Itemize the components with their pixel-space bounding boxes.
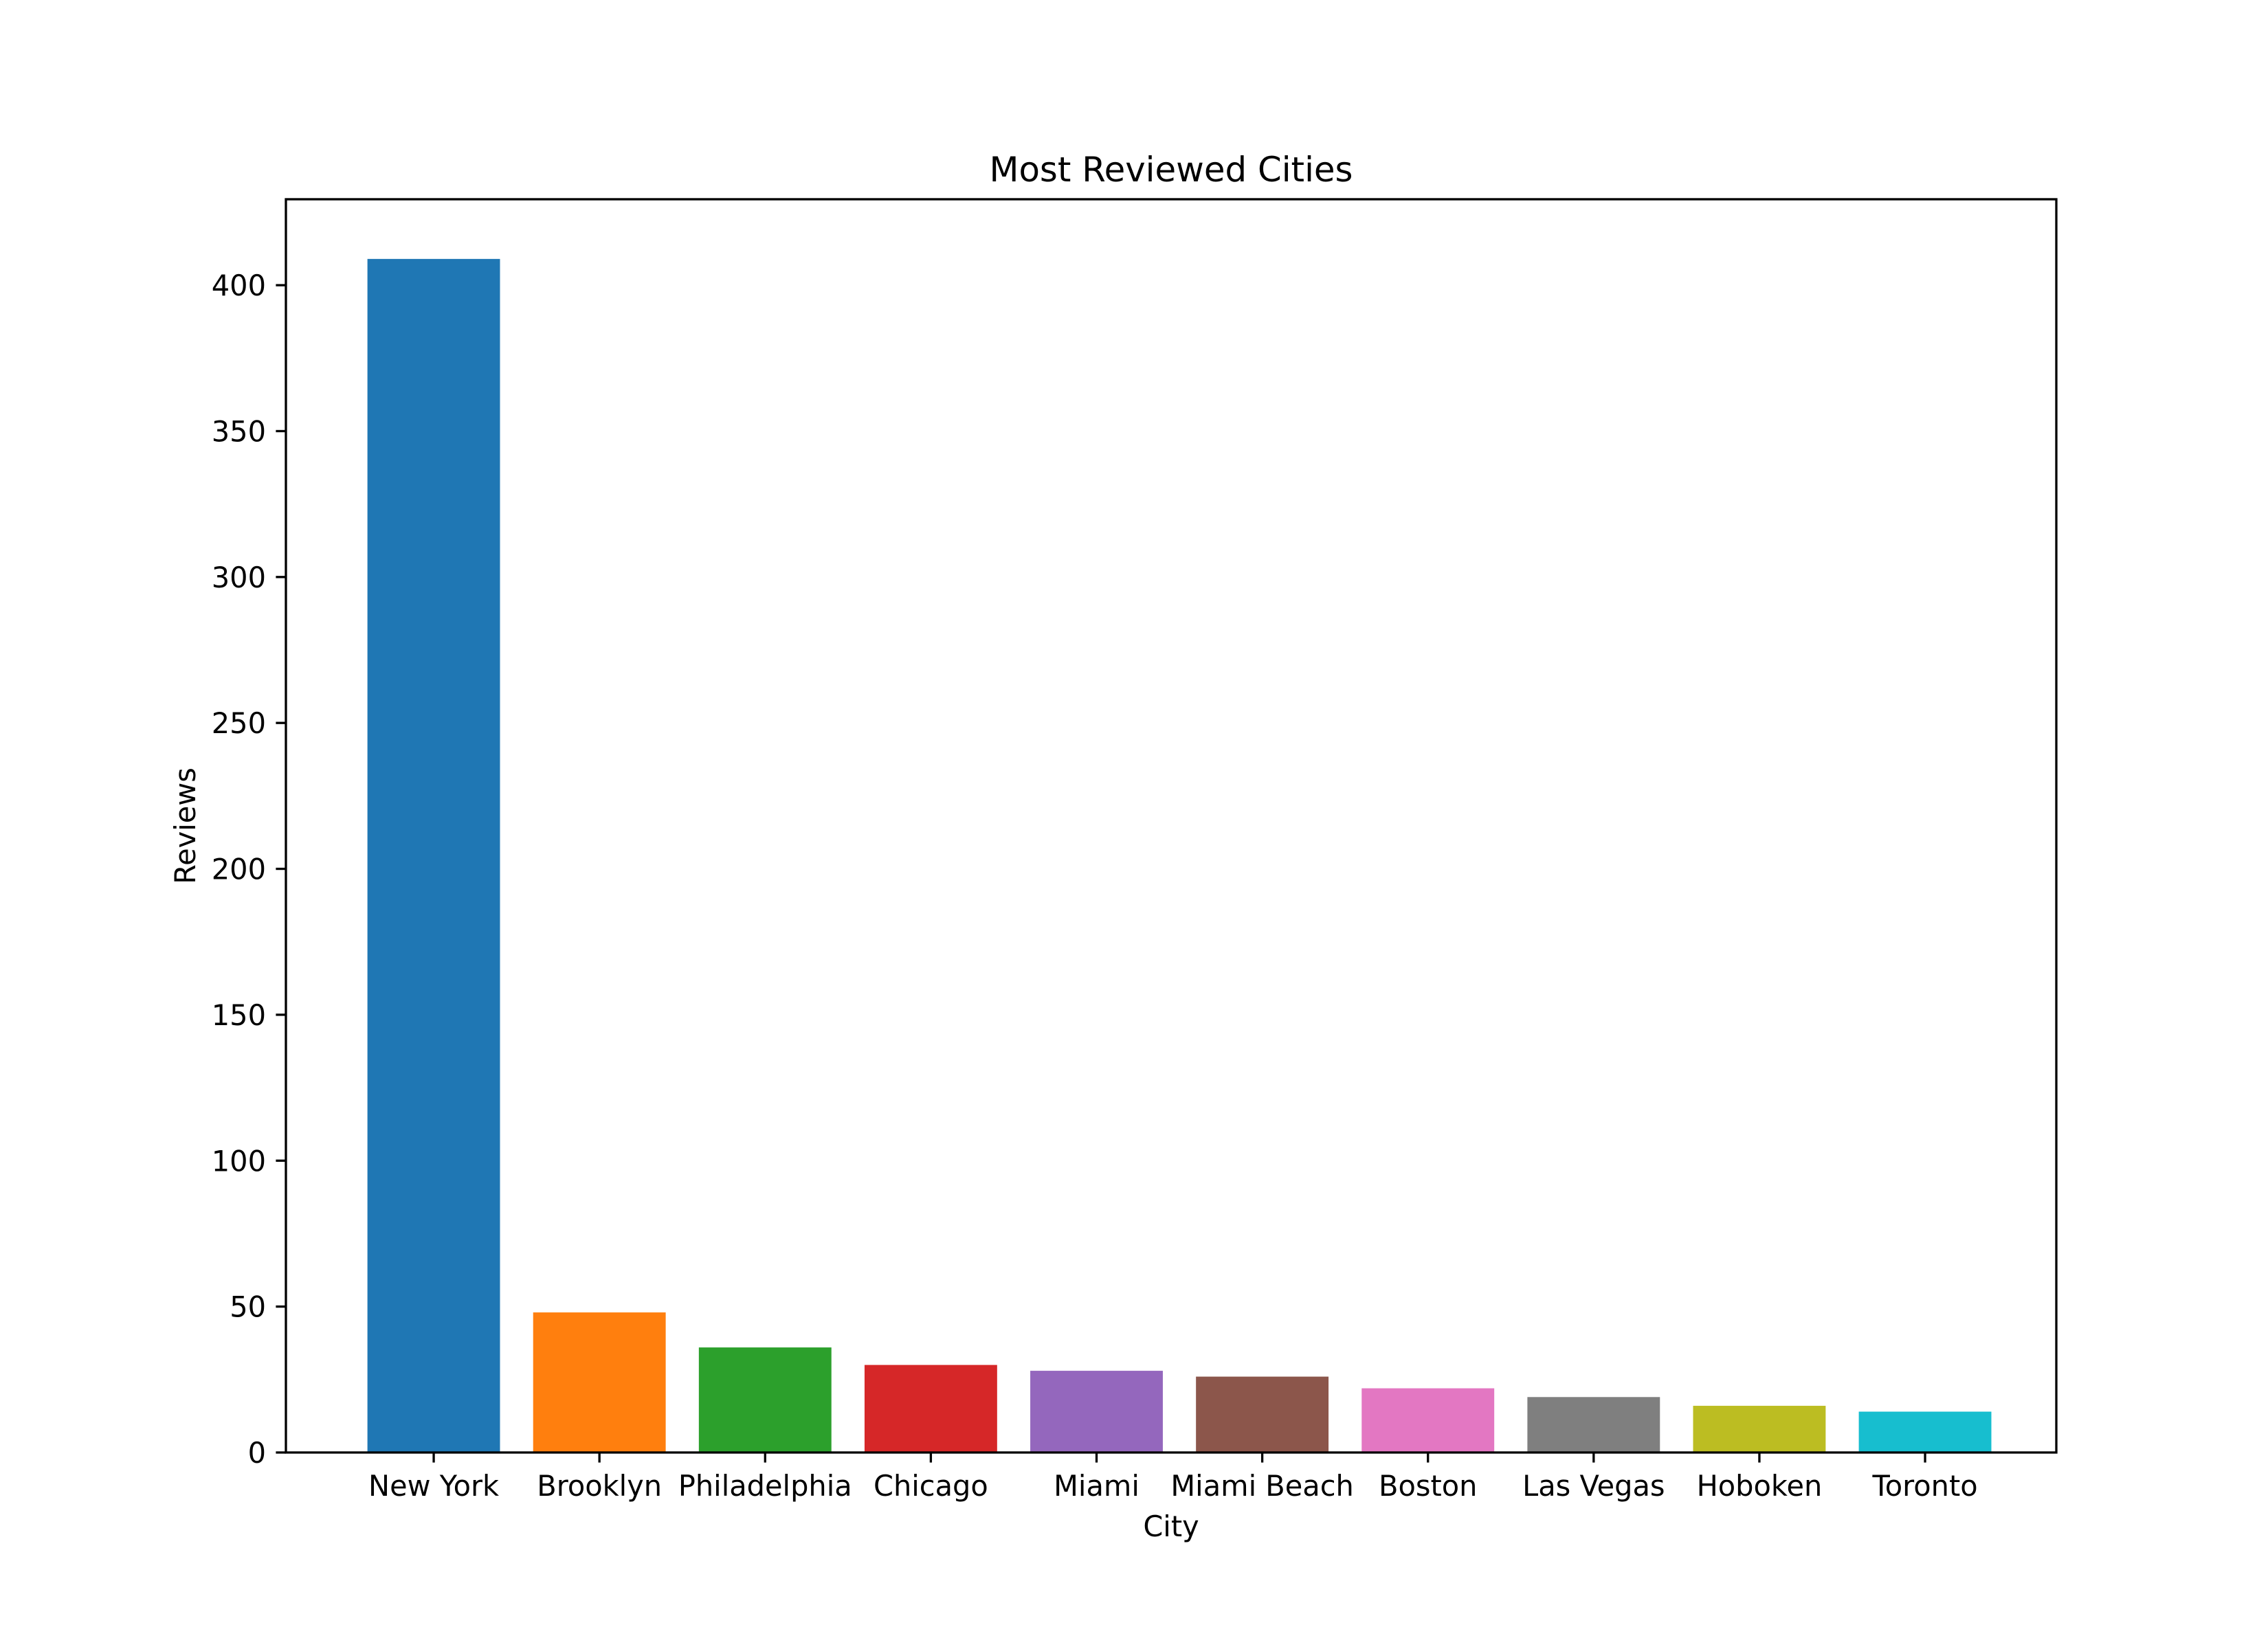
bar-new-york xyxy=(367,258,500,1452)
bar-boston xyxy=(1361,1388,1495,1452)
x-axis-ticks: New York Brooklyn Philadelphia Chicago Miami… xyxy=(368,1452,1978,1503)
bars-layer xyxy=(367,258,1992,1452)
y-tick-label: 100 xyxy=(212,1144,266,1178)
x-tick-label: Brooklyn xyxy=(537,1469,662,1503)
bar-las-vegas xyxy=(1527,1397,1660,1452)
chart-title: Most Reviewed Cities xyxy=(989,150,1353,190)
bar-chicago xyxy=(864,1365,997,1452)
bar-miami xyxy=(1030,1371,1163,1452)
bar-hoboken xyxy=(1693,1406,1826,1452)
y-tick-label: 350 xyxy=(212,414,266,448)
x-tick-label: Miami Beach xyxy=(1170,1469,1353,1503)
y-axis-label: Reviews xyxy=(168,767,202,884)
x-tick-label: Toronto xyxy=(1871,1469,1977,1503)
y-axis-ticks: 0 50 100 150 200 250 300 350 400 xyxy=(212,269,286,1470)
x-tick-label: Miami xyxy=(1054,1469,1139,1503)
y-tick-label: 0 xyxy=(248,1436,266,1470)
x-axis-label: City xyxy=(1143,1510,1199,1543)
y-tick-label: 150 xyxy=(212,998,266,1032)
x-tick-label: New York xyxy=(368,1469,499,1503)
x-tick-label: Boston xyxy=(1379,1469,1477,1503)
y-tick-label: 300 xyxy=(212,561,266,594)
bar-miami-beach xyxy=(1196,1376,1329,1452)
x-tick-label: Las Vegas xyxy=(1522,1469,1665,1503)
bar-toronto xyxy=(1858,1411,1992,1452)
bar-philadelphia xyxy=(698,1347,832,1452)
x-tick-label: Hoboken xyxy=(1697,1469,1823,1503)
y-tick-label: 250 xyxy=(212,706,266,740)
x-tick-label: Philadelphia xyxy=(678,1469,852,1503)
plot-frame xyxy=(285,198,2058,1454)
y-tick-label: 200 xyxy=(212,853,266,886)
bar-brooklyn xyxy=(533,1312,666,1452)
y-tick-label: 400 xyxy=(212,269,266,302)
x-tick-label: Chicago xyxy=(874,1469,988,1503)
y-tick-label: 50 xyxy=(230,1290,266,1324)
